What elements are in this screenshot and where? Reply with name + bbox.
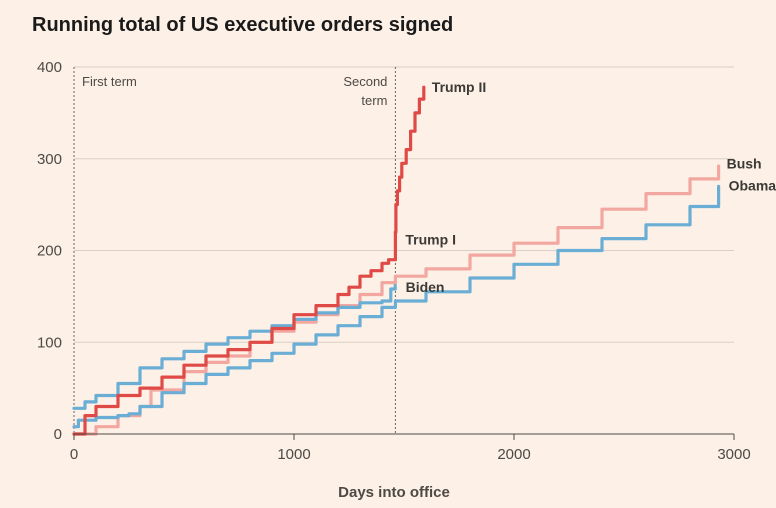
second-term-label: term (361, 93, 387, 108)
x-tick-label: 3000 (717, 446, 750, 463)
y-tick-label: 300 (37, 151, 62, 168)
series-line-bush (72, 164, 721, 436)
x-axis-title: Days into office (338, 484, 450, 501)
series-line-biden (72, 283, 397, 410)
grid-layer (74, 66, 734, 343)
label-layer: Bush Obama Trump I Trump II Biden (405, 79, 776, 295)
first-term-label: First term (82, 74, 137, 89)
series-line-obama (72, 184, 721, 429)
series-label-trump-ii: Trump II (432, 79, 486, 95)
series-layer (72, 85, 721, 436)
x-tick-label: 1000 (277, 446, 310, 463)
y-tick-label: 100 (37, 334, 62, 351)
axis-layer: 0 100 200 300 400 0 1000 2000 3000 Days into offi… (37, 59, 751, 501)
y-tick-label: 400 (37, 59, 62, 76)
y-tick-label: 0 (54, 426, 62, 443)
chart-title: Running total of US executive orders sig… (32, 14, 454, 36)
y-tick-label: 200 (37, 243, 62, 260)
second-term-label: Second (343, 74, 387, 89)
series-label-obama: Obama (729, 177, 776, 193)
series-label-biden: Biden (406, 279, 445, 295)
series-label-bush: Bush (727, 155, 762, 171)
series-label-trump-i: Trump I (405, 231, 456, 247)
annotation-layer: First term Second term (73, 67, 396, 434)
series-line-trump-i (72, 230, 397, 436)
x-tick-label: 2000 (497, 446, 530, 463)
series-line-trump-ii (393, 85, 426, 234)
x-tick-label: 0 (70, 446, 78, 463)
